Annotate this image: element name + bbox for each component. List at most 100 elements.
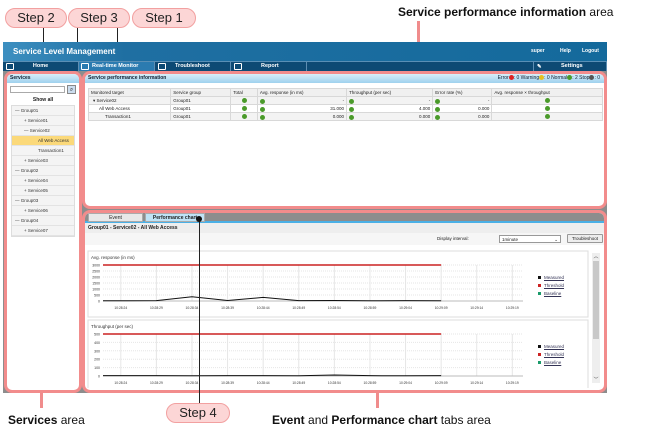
help-link[interactable]: Help: [560, 48, 571, 54]
tree-item[interactable]: + Service03: [12, 156, 74, 166]
normal-count: : 2: [572, 75, 578, 81]
status-normal-icon: [544, 98, 550, 104]
column-header[interactable]: Service group: [170, 88, 232, 97]
nav-home[interactable]: Home: [3, 62, 79, 71]
tab-event[interactable]: Event: [88, 213, 143, 222]
legend-measured[interactable]: Measured: [538, 344, 564, 350]
tree-item[interactable]: Transaction1: [12, 146, 74, 156]
legend-threshold[interactable]: Threshold: [538, 283, 564, 289]
column-header[interactable]: Avg. response (in ms): [256, 88, 348, 97]
services-area: Services ⌕ Show all — Group01 + Service01…: [4, 71, 82, 393]
tree-item[interactable]: — Group04: [12, 216, 74, 226]
x-tick-label: 10:29:04: [399, 306, 412, 310]
x-tick-label: 10:29:19: [506, 381, 519, 385]
troubleshoot-icon: [158, 63, 166, 70]
legend-baseline[interactable]: Baseline: [538, 360, 561, 366]
nav-settings[interactable]: ✎ Settings: [533, 62, 607, 71]
nav-report[interactable]: Report: [231, 62, 307, 71]
chart-title: Throughput (per sec): [91, 324, 134, 329]
legend-label: Threshold: [544, 283, 565, 288]
y-tick-label: 300: [94, 349, 100, 353]
x-tick-label: 10:28:34: [186, 381, 199, 385]
status-normal-icon: [241, 106, 247, 112]
service-perf-title: Service performance information: [88, 75, 167, 81]
y-tick-label: 3000: [92, 264, 100, 268]
legend-label: Threshold: [544, 352, 565, 357]
tree-item[interactable]: — Group01: [12, 106, 74, 116]
legend-swatch: [538, 276, 541, 280]
column-header[interactable]: Throughput (per sec): [346, 88, 434, 97]
tree-item[interactable]: + Service06: [12, 206, 74, 216]
table-row[interactable]: Transaction1 Group01 0.000 0.000 0.000: [87, 112, 603, 121]
tree-item[interactable]: — Group02: [12, 166, 74, 176]
table-row[interactable]: ▾ Service02 Group01 - - -: [87, 96, 603, 105]
tree-item[interactable]: All Web Access: [12, 136, 74, 146]
tab-performance-chart[interactable]: Performance chart: [145, 213, 205, 222]
search-icon[interactable]: ⌕: [67, 85, 76, 94]
tree-item[interactable]: — Service02: [12, 126, 74, 136]
chevron-down-icon: ⌄: [554, 237, 558, 242]
column-header[interactable]: Monitored target: [87, 88, 172, 97]
tree-item[interactable]: + Service07: [12, 226, 74, 236]
legend-swatch: [538, 284, 541, 288]
y-tick-label: 400: [94, 341, 100, 345]
tree-item[interactable]: + Service05: [12, 186, 74, 196]
tree-item[interactable]: + Service04: [12, 176, 74, 186]
cell-err: 0.000: [478, 105, 490, 111]
tree-item[interactable]: — Group03: [12, 196, 74, 206]
status-normal-icon: [259, 98, 265, 104]
stop-label: Stop: [579, 75, 590, 81]
column-header[interactable]: Error rate (%): [432, 88, 493, 97]
logout-link[interactable]: Logout: [582, 48, 599, 54]
chart-frame: [87, 250, 589, 318]
legend-threshold[interactable]: Threshold: [538, 352, 564, 358]
error-label: Error: [497, 75, 509, 81]
cell-target: All Web Access: [99, 106, 130, 111]
x-tick-label: 10:28:39: [221, 381, 234, 385]
chart-toolbar: Display interval: 1minute ⌄ Troubleshoot: [85, 233, 604, 245]
tree-item[interactable]: + Service01: [12, 116, 74, 126]
x-tick-label: 10:29:04: [399, 381, 412, 385]
services-search-input[interactable]: [10, 86, 65, 93]
column-header[interactable]: Avg. response × throughput: [491, 88, 603, 97]
show-all-link[interactable]: Show all: [32, 97, 54, 103]
table-row[interactable]: All Web Access Group01 31.000 4.000 0.000: [87, 104, 603, 113]
display-interval-value: 1minute: [502, 237, 519, 242]
status-normal-icon: [544, 106, 550, 112]
nav-troubleshoot[interactable]: Troubleshoot: [155, 62, 231, 71]
normal-icon: [567, 75, 573, 81]
scroll-down-icon[interactable]: ﹀: [593, 377, 599, 383]
x-tick-label: 10:28:29: [150, 381, 163, 385]
stop-icon: [589, 75, 595, 81]
user-link[interactable]: super: [531, 48, 545, 54]
x-tick-label: 10:28:24: [114, 306, 127, 310]
error-icon: [508, 75, 514, 81]
report-icon: [234, 63, 242, 70]
normal-label: Normal: [551, 75, 568, 81]
legend-baseline[interactable]: Baseline: [538, 291, 561, 297]
chart-breadcrumb: Group01 - Service02 - All Web Access: [85, 223, 604, 233]
status-normal-icon: [435, 98, 441, 104]
nav-realtime-monitor[interactable]: Real-time Monitor: [79, 62, 155, 71]
cell-target: ▾ Service02: [93, 97, 117, 103]
legend-measured[interactable]: Measured: [538, 275, 564, 281]
chart-frame: [87, 319, 589, 388]
scrollbar-thumb[interactable]: [593, 261, 599, 339]
troubleshoot-button[interactable]: Troubleshoot: [567, 234, 603, 243]
x-tick-label: 10:29:19: [506, 306, 519, 310]
settings-icon: ✎: [537, 64, 542, 70]
legend-swatch: [538, 361, 541, 365]
x-tick-label: 10:28:59: [364, 381, 377, 385]
legend-swatch: [538, 345, 541, 349]
y-tick-label: 2500: [92, 270, 100, 274]
warning-count: : 0: [544, 75, 550, 81]
x-tick-label: 10:28:59: [364, 306, 377, 310]
chart-scrollbar[interactable]: ︿ ﹀: [592, 253, 600, 383]
service-perf-header: Service performance information Error : 0…: [85, 74, 604, 83]
tabs-area: Event Performance chart Group01 - Servic…: [82, 210, 607, 393]
tab-strip: Event Performance chart: [85, 213, 604, 223]
scroll-up-icon[interactable]: ︿: [593, 254, 599, 260]
column-header[interactable]: Total: [230, 88, 258, 97]
title-bar: Service Level Management super Help Logo…: [3, 42, 607, 61]
display-interval-select[interactable]: 1minute ⌄: [499, 235, 561, 243]
